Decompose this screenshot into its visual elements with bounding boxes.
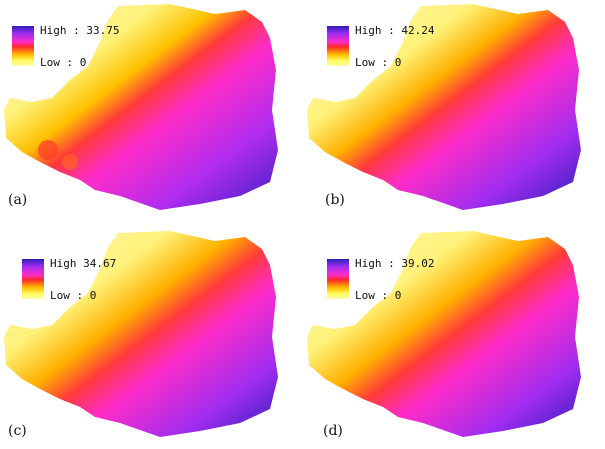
legend-high-label: High : 42.24: [355, 24, 435, 37]
panel-label-c: (c): [8, 423, 27, 439]
legend-high-label: High : 39.02: [355, 257, 435, 270]
region-shape: [307, 4, 581, 210]
hotspot: [38, 140, 58, 160]
map-panel-d: High : 39.02 Low : 0 (d): [303, 225, 605, 449]
region-shape: [307, 231, 581, 437]
legend-low-label: Low : 0: [355, 289, 402, 302]
legend-low-label: Low : 0: [355, 56, 402, 69]
legend-color-ramp: [22, 259, 44, 299]
panel-label-b: (b): [325, 192, 345, 208]
legend-high-label: High 34.67: [50, 257, 117, 270]
map-panel-c: High 34.67 Low : 0 (c): [0, 225, 302, 449]
heat-map-b: [307, 4, 581, 210]
panel-label-a: (a): [8, 192, 28, 208]
legend-color-ramp: [327, 259, 349, 299]
region-shape: [4, 231, 278, 437]
hotspot: [62, 154, 78, 170]
heat-map-a: [4, 4, 278, 210]
legend-color-ramp: [12, 26, 34, 66]
heat-map-d: [307, 231, 581, 437]
map-panel-a: High : 33.75 Low : 0 (a): [0, 0, 302, 224]
legend-low-label: Low : 0: [40, 56, 87, 69]
legend-color-ramp: [327, 26, 349, 66]
panel-label-d: (d): [323, 423, 343, 439]
legend-low-label: Low : 0: [50, 289, 97, 302]
heat-map-c: [4, 231, 278, 437]
map-panel-b: High : 42.24 Low : 0 (b): [303, 0, 605, 224]
legend-high-label: High : 33.75: [40, 24, 120, 37]
